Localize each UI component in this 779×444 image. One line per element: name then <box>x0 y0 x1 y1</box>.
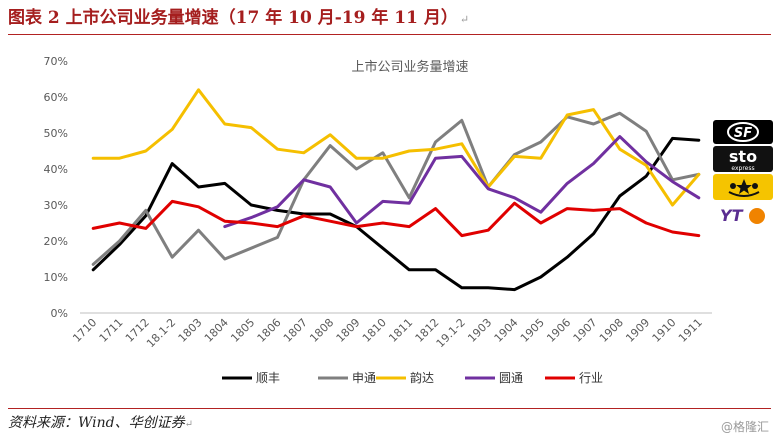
series-line-行业 <box>91 199 701 238</box>
source-note-text: 资料来源：Wind、华创证券 <box>8 415 185 431</box>
x-tick-label: 1809 <box>334 316 363 345</box>
yto-logo: YT <box>720 206 765 225</box>
return-mark-icon: ↵ <box>459 13 470 26</box>
sto-logo-subtext: express <box>731 165 754 172</box>
x-tick-label: 1911 <box>676 316 705 345</box>
x-tick-label: 1805 <box>228 316 257 345</box>
return-mark-icon: ↵ <box>184 419 193 430</box>
y-axis: 0% 10% 20% 30% 40% 50% 60% 70% <box>44 55 68 320</box>
y-tick-label: 30% <box>44 199 68 212</box>
caption-divider <box>8 34 771 35</box>
legend-label: 韵达 <box>410 370 434 385</box>
x-tick-label: 1908 <box>597 316 626 345</box>
y-tick-label: 20% <box>44 235 68 248</box>
zto-logo <box>713 174 773 200</box>
sf-logo-text: SF <box>734 126 752 141</box>
x-tick-label: 19.1-2 <box>434 316 468 350</box>
legend: 顺丰 申通 韵达 圆通 行业 <box>222 370 603 385</box>
source-divider <box>8 408 771 409</box>
x-tick-label: 1904 <box>492 316 521 345</box>
line-chart: 上市公司业务量增速 0% 10% 20% 30% 40% 50% 60% 70% 171017… <box>44 55 773 385</box>
x-tick-label: 1711 <box>97 316 126 345</box>
y-tick-label: 0% <box>51 307 68 320</box>
x-tick-label: 1807 <box>281 316 310 345</box>
y-tick-label: 10% <box>44 271 68 284</box>
y-tick-label: 40% <box>44 163 68 176</box>
legend-label: 圆通 <box>499 371 523 385</box>
x-tick-label: 18.1-2 <box>144 316 178 350</box>
x-tick-label: 1909 <box>623 316 652 345</box>
x-tick-label: 1710 <box>70 316 99 345</box>
sf-logo: SF <box>713 120 773 144</box>
y-tick-label: 50% <box>44 127 68 140</box>
x-tick-label: 1905 <box>518 316 547 345</box>
x-tick-label: 1808 <box>307 316 336 345</box>
x-tick-label: 1810 <box>360 316 389 345</box>
x-tick-label: 1811 <box>386 316 415 345</box>
x-tick-label: 1803 <box>176 316 205 345</box>
source-note: 资料来源：Wind、华创证券↵ <box>8 412 193 434</box>
series-line-圆通 <box>223 135 701 229</box>
series-line-顺丰 <box>91 136 701 292</box>
legend-label: 申通 <box>352 371 376 385</box>
watermark: @格隆汇 <box>720 420 769 434</box>
x-axis: 17101711171218.1-21803180418051806180718… <box>70 312 712 350</box>
figure-caption: 图表 2 上市公司业务量增速（17 年 10 月-19 年 11 月） ↵ <box>8 4 771 32</box>
sto-logo: sto express <box>713 146 773 172</box>
sto-logo-text: sto <box>729 147 757 166</box>
y-tick-label: 60% <box>44 91 68 104</box>
x-tick-label: 1804 <box>202 316 231 345</box>
x-tick-label: 1806 <box>255 316 284 345</box>
chart-title: 上市公司业务量增速 <box>351 59 468 75</box>
y-tick-label: 70% <box>44 55 68 68</box>
figure-caption-text: 图表 2 上市公司业务量增速（17 年 10 月-19 年 11 月） <box>8 8 458 28</box>
x-tick-label: 1910 <box>650 316 679 345</box>
legend-label: 行业 <box>579 371 603 385</box>
yto-logo-text: YT <box>720 206 744 225</box>
x-tick-label: 1906 <box>544 316 573 345</box>
legend-label: 顺丰 <box>256 371 280 385</box>
series-line-韵达 <box>91 88 701 207</box>
series-layer <box>91 88 701 292</box>
x-tick-label: 1907 <box>571 316 600 345</box>
series-line-申通 <box>91 111 701 266</box>
x-tick-label: 1903 <box>465 316 494 345</box>
